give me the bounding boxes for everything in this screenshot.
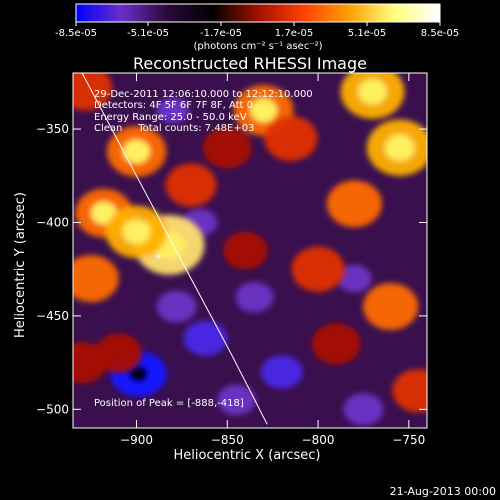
x-tick-label-3: −750 [392, 433, 425, 447]
hot-spot-core-7 [250, 98, 278, 123]
x-tick-label-1: −850 [211, 433, 244, 447]
hot-spot-8 [264, 115, 318, 161]
info-detectors: Detectors: 4F 5F 6F 7F 8F, Att 0 [94, 100, 253, 111]
plot-frame [72, 72, 428, 429]
colorbar-tick-label-4: 5.1e-05 [348, 28, 386, 39]
chart-title: Reconstructed RHESSI Image [133, 54, 367, 73]
observation-info: 29-Dec-2011 12:06:10.000 to 12:12:10.000… [94, 89, 313, 409]
info-counts: Clean Total counts: 7.48E+03 [94, 123, 254, 134]
hot-spot-0 [73, 73, 113, 111]
hot-spot-core-1 [123, 139, 150, 164]
cold-spot-9 [156, 97, 190, 124]
hot-spot-core-10 [358, 78, 387, 105]
hot-spot-9 [202, 127, 252, 169]
hot-spot-15 [392, 369, 427, 413]
cold-spot-6 [235, 281, 274, 313]
cold-spot-core-0 [128, 365, 149, 383]
colorbar-tick-label-1: -5.1e-05 [127, 28, 169, 39]
hot-spot-14 [363, 283, 419, 331]
colorbar-ticks [75, 22, 441, 26]
y-tick-label-3: −500 [36, 402, 69, 416]
cold-spots [110, 97, 384, 426]
y-tick-label-1: −400 [36, 215, 69, 229]
hot-spot-19 [223, 231, 268, 270]
hot-spot-core-4 [122, 219, 151, 245]
colorbar-units-label: (photons cm⁻² s⁻¹ asec⁻²) [193, 41, 322, 52]
hot-spot-16 [311, 323, 361, 365]
x-axis-title: Heliocentric X (arcsec) [174, 448, 321, 463]
footer-timestamp: 21-Aug-2013 00:00 [390, 485, 496, 498]
peak-marker [155, 253, 162, 260]
y-tick-label-0: −350 [36, 122, 69, 136]
peak-position-label: Position of Peak = [-888,-418] [94, 398, 244, 409]
colorbar-tick-label-3: 1.7e-05 [275, 28, 313, 39]
info-time-range: 29-Dec-2011 12:06:10.000 to 12:12:10.000 [94, 89, 313, 100]
solar-limb-line [81, 73, 268, 425]
plot-area: −900 −850 −800 −750 −350 −400 −450 −500 [36, 72, 428, 447]
y-axis-title: Heliocentric Y (arcsec) [13, 192, 28, 338]
y-axis-ticks: −350 −400 −450 −500 [36, 122, 427, 416]
info-energy: Energy Range: 25.0 - 50.0 keV [94, 112, 247, 123]
colorbar-tick-label-5: 8.5e-05 [421, 28, 459, 39]
colorbar-tick-label-2: -1.7e-05 [200, 28, 242, 39]
cold-spot-7 [337, 264, 372, 293]
colorbar-tick-label-0: -8.5e-05 [55, 28, 97, 39]
cold-spot-4 [217, 384, 256, 416]
hot-spot-13 [291, 246, 345, 292]
hot-spot-core-11 [384, 134, 415, 161]
hot-spot-12 [326, 180, 382, 228]
cold-spot-5 [343, 393, 384, 426]
colorbar: -8.5e-05 -5.1e-05 -1.7e-05 1.7e-05 5.1e-… [55, 3, 459, 52]
x-tick-label-2: −800 [302, 433, 335, 447]
x-axis-ticks: −900 −850 −800 −750 [120, 73, 425, 447]
cold-spot-1 [183, 320, 228, 356]
y-tick-label-2: −450 [36, 309, 69, 323]
hot-spot-18 [95, 333, 142, 374]
hot-spot-6 [165, 163, 217, 207]
colorbar-gradient [75, 3, 441, 23]
cold-spot-2 [156, 290, 197, 323]
hot-spot-5 [73, 255, 119, 302]
x-tick-label-0: −900 [120, 433, 153, 447]
cold-spot-3 [260, 355, 303, 389]
